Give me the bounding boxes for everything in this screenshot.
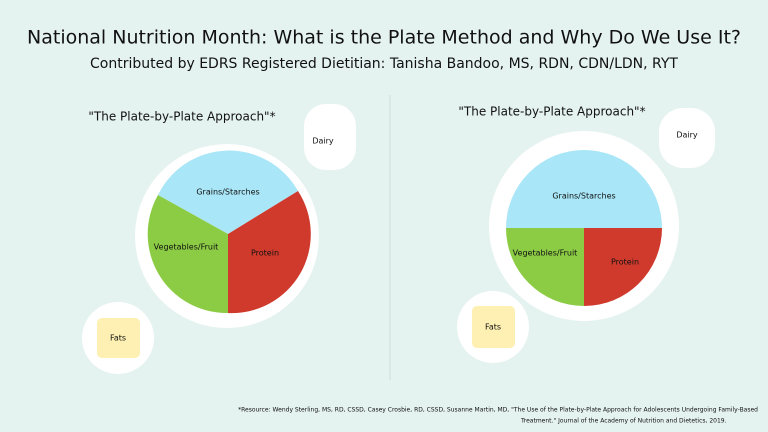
protein-label: Protein [611, 258, 639, 267]
vegetables-section [147, 195, 228, 314]
footnote: *Resource: Wendy Sterling, MS, RD, CSSD,… [238, 407, 758, 414]
dairy-cup [304, 104, 356, 170]
title: National Nutrition Month: What is the Pl… [27, 27, 741, 49]
grains-section [158, 150, 298, 234]
dairy-label: Dairy [312, 137, 334, 146]
protein-label: Protein [251, 249, 279, 258]
protein-section [228, 191, 311, 314]
fats-label: Fats [110, 334, 126, 343]
vegetables-label: Vegetables/Fruit [513, 249, 578, 258]
fats-label: Fats [485, 323, 501, 332]
grains-label: Grains/Starches [552, 192, 615, 201]
subtitle: Contributed by EDRS Registered Dietitian… [90, 56, 678, 72]
fats-square [97, 318, 140, 358]
vegetables-section [506, 228, 584, 306]
footnote: Treatment." Journal of the Academy of Nu… [520, 418, 727, 425]
grains-label: Grains/Starches [196, 188, 259, 197]
dairy-label: Dairy [676, 131, 698, 140]
grains-section [506, 150, 662, 228]
dairy-cup [659, 108, 715, 168]
plate-heading: "The Plate-by-Plate Approach"* [88, 110, 275, 124]
protein-section [584, 228, 662, 306]
fats-square [472, 306, 515, 348]
vegetables-label: Vegetables/Fruit [154, 243, 219, 252]
plate-heading: "The Plate-by-Plate Approach"* [458, 105, 645, 119]
